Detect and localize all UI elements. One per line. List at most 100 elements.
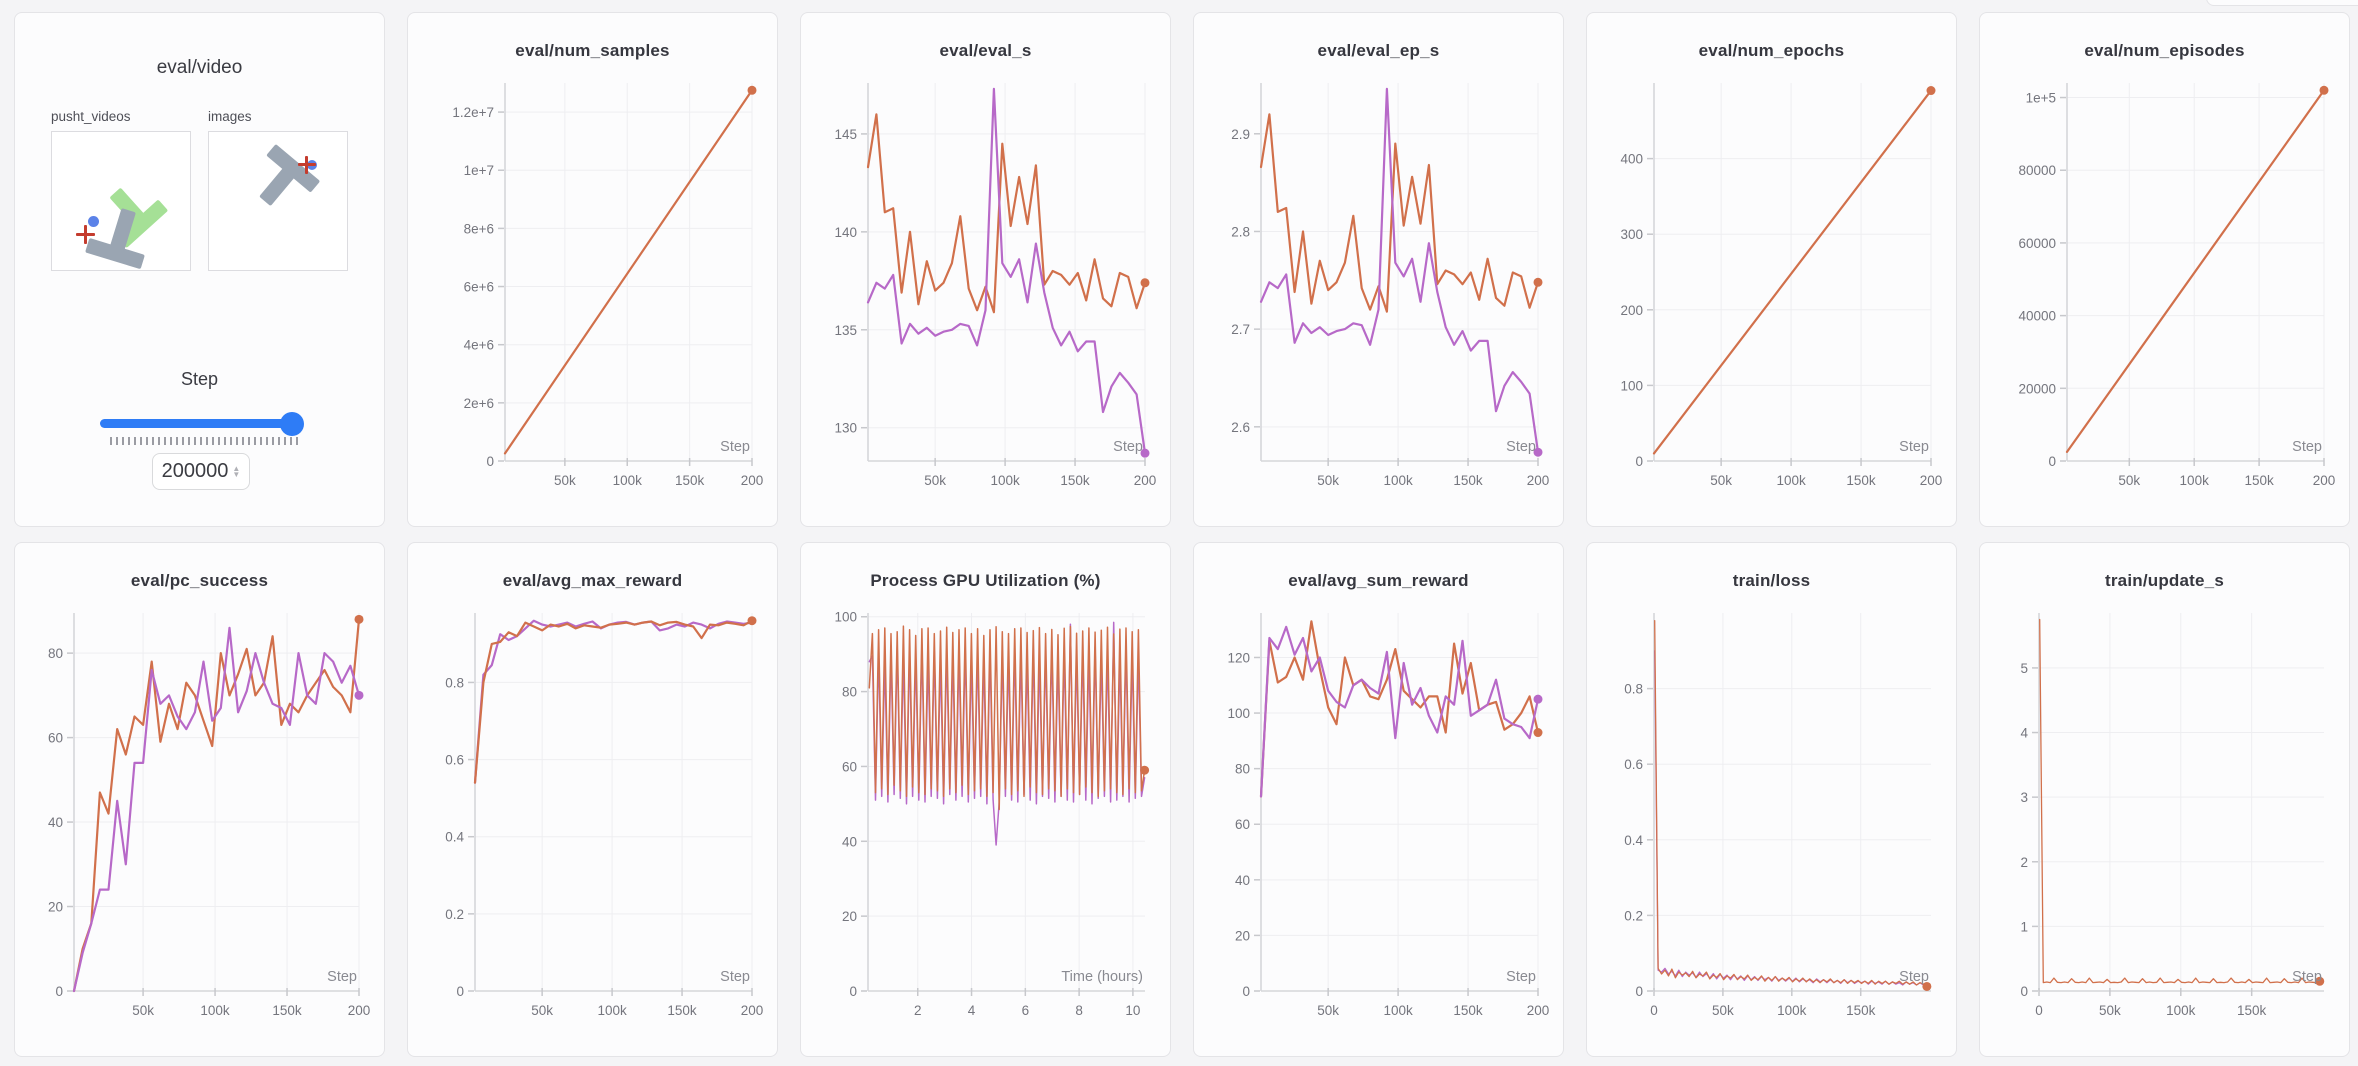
svg-text:2e+6: 2e+6 (464, 396, 494, 411)
goal-cross (298, 156, 316, 174)
x-axis-label: Step (1506, 439, 1536, 455)
chart-title: eval/eval_ep_s (1317, 41, 1440, 60)
svg-text:150k: 150k (2244, 473, 2274, 488)
chart-title: eval/num_episodes (2084, 41, 2245, 60)
x-axis-label: Time (hours) (1061, 969, 1143, 985)
chart-process-gpu-utilization[interactable]: 0 20 40 60 80 100 2 4 6 8 10 Time (hours) (812, 605, 1159, 1035)
svg-text:200: 200 (1134, 473, 1157, 488)
chart-title: eval/num_epochs (1698, 41, 1845, 60)
svg-text:0.6: 0.6 (445, 753, 464, 768)
svg-text:0.2: 0.2 (445, 907, 464, 922)
svg-text:100: 100 (1227, 706, 1250, 721)
panel-eval-num-epochs: eval/num_epochs 0 100 200 300 400 50k 100k 150k 2… (1586, 12, 1957, 527)
slider-track[interactable] (100, 419, 300, 428)
svg-text:50k: 50k (1317, 1003, 1339, 1018)
chart-eval-eval-ep-s[interactable]: 2.6 2.7 2.8 2.9 50k 100k 150k 200 Step (1205, 75, 1552, 505)
agent-dot (88, 216, 99, 227)
svg-text:2.6: 2.6 (1231, 420, 1250, 435)
svg-text:40000: 40000 (2018, 309, 2056, 324)
panel-process-gpu-utilization: Process GPU Utilization (%) 0 20 40 60 80 100 2… (800, 542, 1171, 1057)
svg-text:0.8: 0.8 (445, 675, 464, 690)
chart-eval-avg-sum-reward[interactable]: 0 20 40 60 80 100 120 50k 100k 150k 200 Step (1205, 605, 1552, 1035)
panel-eval-avg-sum-reward: eval/avg_sum_reward 0 20 40 60 80 100 120 50k 100… (1193, 542, 1564, 1057)
panel-eval-eval-ep-s: eval/eval_ep_s 2.6 2.7 2.8 2.9 50k 100k 150k 200… (1193, 12, 1564, 527)
chart-title: train/loss (1732, 571, 1811, 590)
chart-eval-num-epochs[interactable]: 0 100 200 300 400 50k 100k 150k 200 Step (1598, 75, 1945, 505)
goal-cross (76, 225, 95, 244)
svg-text:3: 3 (2020, 790, 2028, 805)
chart-eval-avg-max-reward[interactable]: 0 0.2 0.4 0.6 0.8 50k 100k 150k 200 Step (419, 605, 766, 1035)
svg-text:60000: 60000 (2018, 236, 2056, 251)
svg-text:4: 4 (968, 1003, 976, 1018)
panel-train-loss: train/loss 0 0.2 0.4 0.6 0.8 0 50k 100k 150k Step (1586, 542, 1957, 1057)
svg-text:8: 8 (1075, 1003, 1083, 1018)
chart-train-loss[interactable]: 0 0.2 0.4 0.6 0.8 0 50k 100k 150k Step (1598, 605, 1945, 1035)
svg-text:200: 200 (1620, 303, 1643, 318)
svg-text:100k: 100k (1383, 473, 1413, 488)
chart-eval-num-samples[interactable]: 0 2e+6 4e+6 6e+6 8e+6 1e+7 1.2e+7 50k 100k 150k 20… (419, 75, 766, 505)
svg-text:60: 60 (842, 759, 857, 774)
x-axis-label: Step (2292, 439, 2322, 455)
x-axis-label: Step (1899, 439, 1929, 455)
svg-text:0.4: 0.4 (445, 830, 464, 845)
svg-text:20000: 20000 (2018, 381, 2056, 396)
svg-text:150k: 150k (675, 473, 705, 488)
panel-train-update-s: train/update_s 0 1 2 3 4 5 0 50k 100k 150k Step (1979, 542, 2350, 1057)
svg-text:50k: 50k (132, 1003, 154, 1018)
cropped-panel-edge (2206, 0, 2358, 6)
svg-text:100k: 100k (1776, 473, 1806, 488)
svg-text:2: 2 (2020, 855, 2028, 870)
svg-text:100k: 100k (2166, 1003, 2196, 1018)
svg-text:150k: 150k (667, 1003, 697, 1018)
svg-text:0.4: 0.4 (1624, 833, 1643, 848)
step-value[interactable]: 200000 (161, 460, 229, 482)
svg-text:0: 0 (1635, 984, 1643, 999)
svg-text:100k: 100k (200, 1003, 230, 1018)
svg-text:80000: 80000 (2018, 163, 2056, 178)
step-up-icon[interactable]: ▲ (232, 463, 241, 473)
svg-text:100k: 100k (613, 473, 643, 488)
svg-text:150k: 150k (272, 1003, 302, 1018)
svg-text:0: 0 (2020, 984, 2028, 999)
chart-title: train/update_s (2105, 571, 2224, 590)
step-slider-label: Step (180, 369, 219, 389)
svg-text:2.7: 2.7 (1231, 322, 1250, 337)
step-number-input[interactable]: 200000 ▲ ▼ (152, 453, 250, 490)
svg-text:4e+6: 4e+6 (464, 338, 494, 353)
chart-title: eval/avg_max_reward (502, 571, 683, 590)
svg-text:0: 0 (486, 454, 494, 469)
chart-eval-num-episodes[interactable]: 0 20000 40000 60000 80000 1e+5 50k 100k 150k 200 S… (1991, 75, 2338, 505)
panel-row-1: eval/video pusht_videos images (14, 12, 2350, 527)
svg-text:100k: 100k (597, 1003, 627, 1018)
media-label-images: images (208, 109, 252, 124)
step-down-icon[interactable]: ▼ (232, 469, 241, 479)
stepper-arrows[interactable]: ▲ ▼ (232, 463, 241, 479)
svg-text:200: 200 (348, 1003, 371, 1018)
chart-title: eval/pc_success (130, 571, 269, 590)
svg-text:10: 10 (1125, 1003, 1140, 1018)
panel-eval-num-episodes: eval/num_episodes 0 20000 40000 60000 80000 1e… (1979, 12, 2350, 527)
svg-text:100: 100 (834, 610, 857, 625)
slider-thumb[interactable] (280, 412, 304, 436)
chart-train-update-s[interactable]: 0 1 2 3 4 5 0 50k 100k 150k Step (1991, 605, 2338, 1035)
images-thumbnail[interactable] (208, 131, 348, 271)
svg-text:2.8: 2.8 (1231, 224, 1250, 239)
svg-text:0: 0 (55, 984, 63, 999)
svg-text:20: 20 (842, 909, 857, 924)
pusht-videos-thumbnail[interactable] (51, 131, 191, 271)
svg-text:200: 200 (741, 1003, 764, 1018)
svg-text:50k: 50k (531, 1003, 553, 1018)
svg-text:150k: 150k (1060, 473, 1090, 488)
chart-eval-eval-s[interactable]: 130 135 140 145 50k 100k 150k 200 Step (812, 75, 1159, 505)
svg-text:20: 20 (48, 900, 63, 915)
svg-text:200: 200 (1527, 1003, 1550, 1018)
svg-text:150k: 150k (1846, 473, 1876, 488)
svg-text:0.6: 0.6 (1624, 757, 1643, 772)
svg-text:80: 80 (842, 685, 857, 700)
chart-title: eval/eval_s (939, 41, 1032, 60)
svg-text:100k: 100k (1383, 1003, 1413, 1018)
chart-eval-pc-success[interactable]: 0 20 40 60 80 50k 100k 150k 200 Step (26, 605, 373, 1035)
step-slider[interactable] (100, 412, 304, 436)
svg-text:120: 120 (1227, 650, 1250, 665)
svg-text:50k: 50k (1712, 1003, 1734, 1018)
